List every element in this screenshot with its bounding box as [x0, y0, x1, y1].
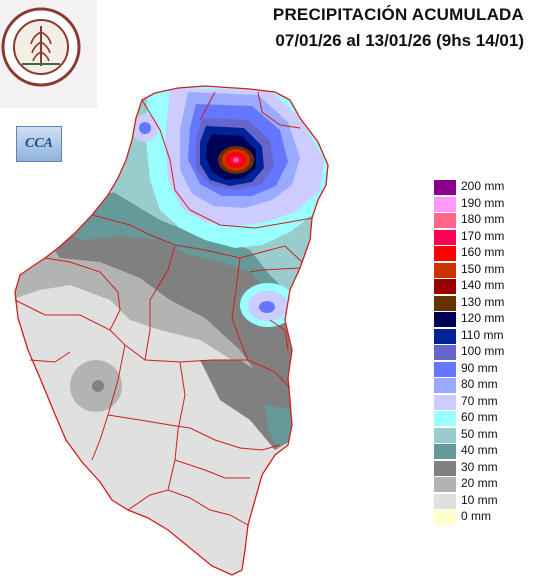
legend-label: 180 mm [461, 212, 505, 226]
legend-label: 130 mm [461, 294, 505, 309]
legend-swatch [434, 427, 456, 443]
department-boundary [44, 257, 121, 331]
legend-swatch [434, 180, 456, 195]
department-boundary [257, 91, 301, 129]
department-boundary [189, 427, 281, 451]
department-boundary [107, 414, 191, 429]
legend-label: 10 mm [461, 492, 498, 507]
legend-swatch [434, 279, 456, 294]
legend-label: 120 mm [461, 311, 505, 325]
department-boundary [249, 267, 301, 273]
department-boundary [167, 361, 186, 491]
department-boundary [14, 299, 291, 389]
precip-zone-90mm-east [259, 301, 275, 313]
legend-label: 160 mm [461, 245, 505, 259]
department-boundary [231, 257, 249, 361]
department-boundaries [14, 91, 313, 526]
precip-zone-90mm-nw [139, 122, 151, 134]
department-boundary [29, 351, 71, 363]
cca-logo: CCA [16, 126, 62, 162]
legend-label: 150 mm [461, 261, 505, 276]
legend-label: 60 mm [461, 410, 498, 424]
legend-swatch [434, 444, 456, 459]
legend-swatch [434, 394, 456, 410]
legend-label: 50 mm [461, 426, 498, 441]
department-boundary [199, 91, 216, 121]
legend-swatch [434, 411, 456, 426]
legend-swatch [434, 295, 456, 311]
legend-swatch [434, 262, 456, 278]
map-title: PRECIPITACIÓN ACUMULADA [272, 5, 524, 24]
legend-swatch [434, 246, 456, 261]
legend-swatch [434, 361, 456, 377]
department-boundary [174, 459, 250, 479]
department-boundary [141, 99, 313, 229]
cca-logo-text: CCA [24, 136, 53, 151]
legend-label: 40 mm [461, 443, 498, 457]
legend-swatch [434, 477, 456, 492]
legend-swatch [434, 328, 456, 344]
legend-label: 140 mm [461, 278, 505, 292]
legend-swatch [434, 229, 456, 245]
precip-zone-180mm [233, 157, 239, 163]
legend-label: 190 mm [461, 195, 505, 210]
legend-label: 20 mm [461, 476, 498, 490]
legend-swatch [434, 493, 456, 509]
legend-label: 100 mm [461, 344, 505, 358]
legend-label: 30 mm [461, 459, 498, 474]
department-boundary [91, 214, 303, 263]
legend-swatch [434, 312, 456, 327]
legend-label: 170 mm [461, 228, 505, 243]
legend-label: 0 mm [461, 509, 491, 523]
legend-label: 70 mm [461, 393, 498, 408]
legend-label: 110 mm [461, 327, 504, 342]
legend-label: 200 mm [461, 179, 505, 193]
legend-swatch [434, 213, 456, 228]
legend-swatch [434, 378, 456, 393]
legend-swatch [434, 460, 456, 476]
bolsa-seal-icon [1, 7, 81, 87]
department-boundary [144, 244, 176, 361]
department-boundary [269, 319, 289, 351]
legend-label: 90 mm [461, 360, 498, 375]
precip-zone-30mm-west [92, 380, 104, 392]
map-date-range: 07/01/26 al 13/01/26 (9hs 14/01) [275, 31, 524, 50]
legend-swatch [434, 510, 456, 525]
legend-swatch [434, 345, 456, 360]
bolsa-cereales-logo [0, 0, 97, 108]
legend-swatch [434, 196, 456, 212]
legend-label: 80 mm [461, 377, 498, 391]
precip-zone-40mm-se [265, 405, 292, 448]
department-boundary [127, 489, 249, 526]
